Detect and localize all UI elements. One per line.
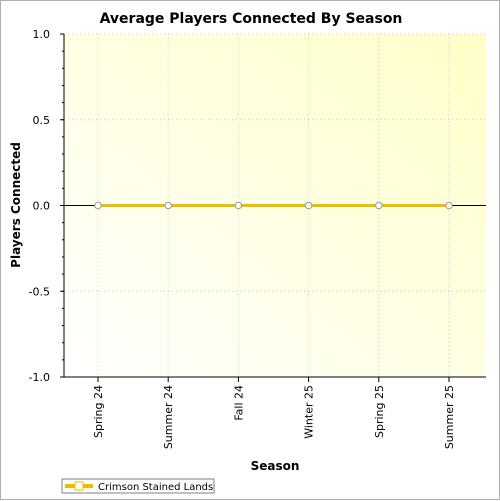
y-tick-label: 1.0 xyxy=(33,28,51,41)
legend-label: Crimson Stained Lands xyxy=(98,482,213,493)
x-axis-label: Season xyxy=(251,459,300,473)
chart-title: Average Players Connected By Season xyxy=(100,11,403,27)
y-tick-label: 0.5 xyxy=(33,114,51,127)
y-tick-label: -0.5 xyxy=(29,285,50,298)
legend-box xyxy=(61,478,215,494)
data-point xyxy=(375,201,383,210)
data-point xyxy=(304,201,313,210)
x-tick-label: Summer 24 xyxy=(162,385,175,449)
x-axis-ticks: Spring 24 Summer 24 Fall 24 Winter 25 Spring… xyxy=(92,377,456,449)
y-axis-ticks: 1.0 0.5 0.0 -0.5 -1.0 xyxy=(29,28,64,384)
x-tick-label: Spring 25 xyxy=(373,385,386,438)
data-point xyxy=(164,201,172,210)
y-tick-label: 0.0 xyxy=(33,200,51,213)
legend-swatch-marker xyxy=(74,481,84,491)
data-point xyxy=(94,201,102,210)
y-tick-label: -1.0 xyxy=(29,371,50,384)
data-point xyxy=(445,201,453,210)
data-point xyxy=(234,201,243,210)
x-tick-label: Summer 25 xyxy=(443,385,456,449)
x-tick-label: Winter 25 xyxy=(303,385,316,439)
legend: Crimson Stained Lands xyxy=(61,478,215,494)
series xyxy=(94,201,453,210)
y-axis-label: Players Connected xyxy=(9,142,23,268)
x-tick-label: Fall 24 xyxy=(232,385,245,421)
x-tick-label: Spring 24 xyxy=(92,385,105,438)
